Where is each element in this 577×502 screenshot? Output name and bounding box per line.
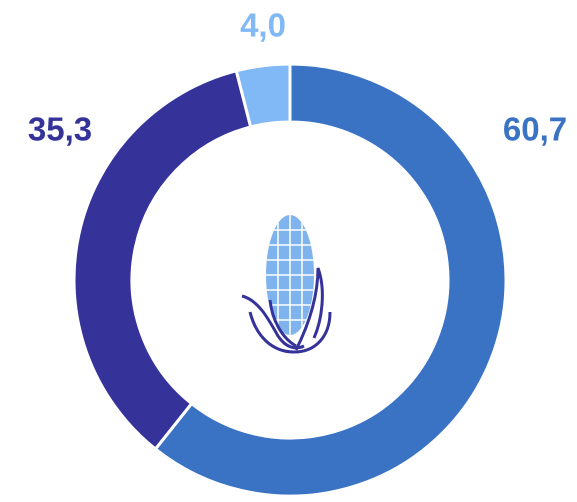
value-label: 4,0 bbox=[240, 7, 286, 44]
slice bbox=[72, 68, 253, 452]
value-label: 60,7 bbox=[503, 111, 567, 148]
slices bbox=[72, 62, 508, 498]
corn-icon bbox=[241, 215, 332, 354]
slice bbox=[153, 62, 508, 498]
value-label: 35,3 bbox=[28, 111, 92, 148]
slice bbox=[234, 62, 292, 129]
